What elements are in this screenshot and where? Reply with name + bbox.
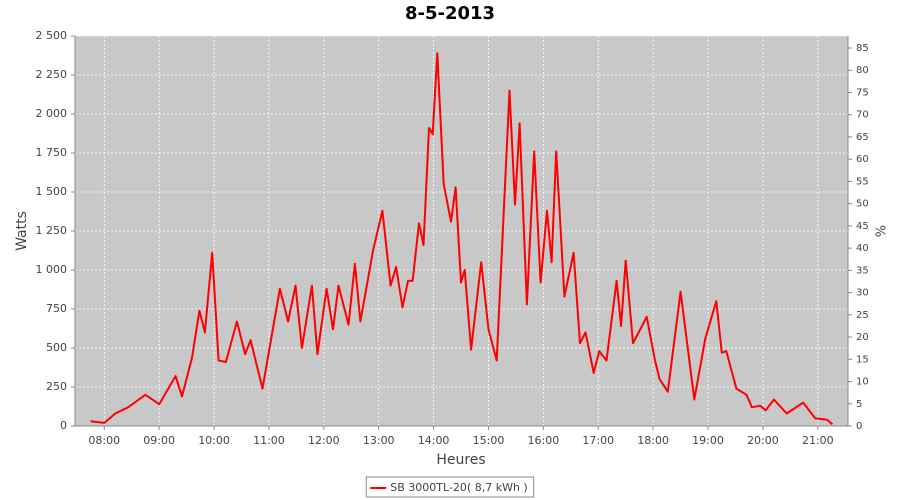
x-tick-label: 13:00 (363, 434, 395, 447)
x-tick-label: 18:00 (637, 434, 669, 447)
y2-tick-label: 50 (856, 199, 869, 210)
y2-tick-label: 5 (856, 399, 862, 410)
x-tick-label: 11:00 (253, 434, 285, 447)
y-tick-label: 1 500 (36, 185, 68, 198)
x-tick-label: 20:00 (747, 434, 779, 447)
y2-tick-label: 25 (856, 310, 869, 321)
y2-tick-label: 85 (856, 43, 869, 54)
y-tick-label: 1 250 (36, 224, 68, 237)
y2-tick-label: 10 (856, 377, 869, 388)
y-tick-label: 2 000 (36, 107, 68, 120)
y2-tick-label: 15 (856, 354, 869, 365)
y2-tick-label: 55 (856, 176, 869, 187)
x-tick-label: 16:00 (528, 434, 560, 447)
y-tick-label: 2 250 (36, 68, 68, 81)
y2-tick-label: 75 (856, 87, 869, 98)
y2-tick-label: 45 (856, 221, 869, 232)
y-tick-label: 500 (46, 341, 67, 354)
y-tick-label: 0 (60, 419, 67, 432)
y2-tick-label: 40 (856, 243, 869, 254)
x-tick-label: 14:00 (418, 434, 450, 447)
x-tick-label: 19:00 (692, 434, 724, 447)
y-axis-label: Watts (14, 211, 30, 251)
x-axis-label: Heures (436, 452, 485, 468)
y2-tick-label: 35 (856, 265, 869, 276)
line-series (90, 52, 834, 426)
x-tick-label: 09:00 (143, 434, 175, 447)
y2-tick-label: 70 (856, 110, 869, 121)
x-tick-label: 15:00 (473, 434, 505, 447)
legend-label: SB 3000TL-20( 8,7 kWh ) (390, 481, 527, 494)
y-tick-label: 2 500 (36, 29, 68, 42)
y2-tick-label: 20 (856, 332, 869, 343)
y2-tick-label: 80 (856, 65, 869, 76)
legend (365, 476, 535, 498)
chart-title: 8-5-2013 (405, 3, 495, 24)
y2-tick-label: 60 (856, 154, 869, 165)
y2-tick-label: 65 (856, 132, 869, 143)
y2-tick-label: 30 (856, 288, 869, 299)
y-tick-label: 250 (46, 380, 67, 393)
y-tick-label: 1 000 (36, 263, 68, 276)
x-tick-label: 08:00 (88, 434, 120, 447)
y2-tick-label: 0 (856, 421, 862, 432)
y2-axis-label: % (875, 225, 890, 237)
y-tick-label: 750 (46, 302, 67, 315)
x-tick-label: 17:00 (582, 434, 614, 447)
x-tick-label: 10:00 (198, 434, 230, 447)
x-tick-label: 21:00 (802, 434, 834, 447)
y-tick-label: 1 750 (36, 146, 68, 159)
x-tick-label: 12:00 (308, 434, 340, 447)
